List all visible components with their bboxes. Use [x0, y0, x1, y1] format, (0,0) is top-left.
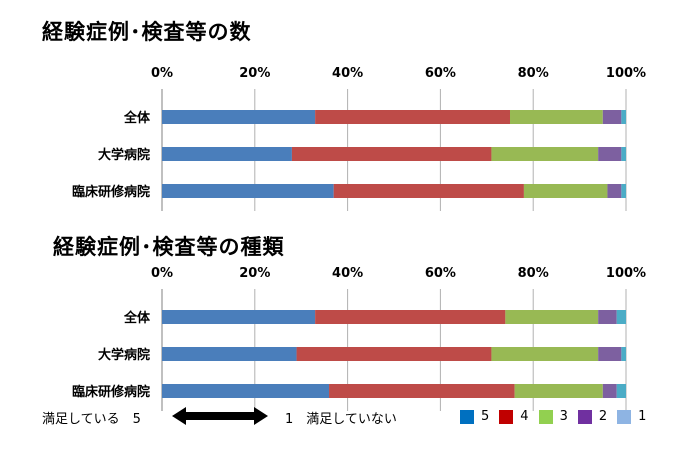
bar-segment-1	[616, 310, 626, 324]
chart-legend: 5 4 3 2 1	[460, 409, 656, 424]
footer: 満足している 5 1 満足していない 5 4 3 2 1	[0, 405, 683, 435]
x-tick-label: 40%	[332, 266, 363, 281]
bar-segment-1	[616, 384, 626, 398]
bar-segment-5	[162, 347, 297, 361]
legend-label: 2	[598, 409, 608, 424]
legend-item: 5	[460, 409, 489, 424]
bar-segment-4	[291, 147, 492, 161]
legend-swatch	[460, 409, 474, 424]
category-label: 全体	[123, 110, 151, 126]
chart-title-types: 経験症例･検査等の種類	[53, 235, 285, 259]
bar-segment-2	[598, 147, 622, 161]
bar-segment-3	[510, 110, 603, 124]
bar-segment-3	[491, 147, 599, 161]
bar-segment-5	[162, 110, 316, 124]
category-label: 全体	[123, 310, 151, 326]
bar-segment-4	[333, 184, 524, 198]
bar-segment-1	[621, 110, 626, 124]
legend-item: 4	[499, 409, 529, 424]
legend-swatch	[499, 409, 514, 424]
bar-segment-2	[598, 310, 617, 324]
legend-swatch	[538, 409, 553, 424]
bar-segment-2	[602, 384, 617, 398]
bar-segment-2	[598, 347, 622, 361]
legend-item: 3	[538, 409, 568, 424]
legend-label: 3	[559, 409, 568, 424]
x-tick-label: 60%	[425, 266, 456, 281]
legend-item: 2	[577, 409, 608, 424]
bar-segment-2	[607, 184, 622, 198]
scale-note-right: 1 満足していない	[285, 412, 397, 427]
bar-segment-2	[602, 110, 622, 124]
bar-segment-5	[162, 184, 334, 198]
x-tick-label: 80%	[518, 266, 549, 281]
x-tick-label: 40%	[332, 66, 363, 81]
legend-label: 5	[481, 409, 490, 424]
category-label: 臨床研修病院	[72, 384, 150, 400]
bar-segment-1	[621, 184, 626, 198]
x-tick-label: 80%	[518, 66, 549, 81]
bar-segment-3	[514, 384, 603, 398]
x-tick-label: 100%	[606, 266, 646, 281]
bar-segment-1	[621, 347, 626, 361]
x-tick-label: 0%	[151, 66, 173, 81]
legend-item: 1	[617, 409, 646, 424]
category-label: 大学病院	[98, 147, 150, 163]
bar-segment-4	[296, 347, 492, 361]
x-tick-label: 20%	[239, 66, 270, 81]
category-label: 大学病院	[98, 347, 150, 363]
bar-segment-1	[621, 147, 626, 161]
bar-segment-3	[491, 347, 599, 361]
bar-segment-3	[505, 310, 599, 324]
x-tick-label: 20%	[239, 266, 270, 281]
legend-label: 4	[520, 409, 529, 424]
bar-segment-3	[523, 184, 608, 198]
bar-segment-4	[315, 310, 506, 324]
bar-segment-5	[162, 310, 316, 324]
x-tick-label: 0%	[151, 266, 173, 281]
chart-title-count: 経験症例･検査等の数	[42, 20, 252, 44]
legend-label: 1	[638, 409, 647, 424]
scale-note-left: 満足している 5	[42, 412, 141, 427]
bar-segment-5	[162, 147, 292, 161]
legend-swatch	[577, 409, 592, 424]
bar-segment-4	[329, 384, 515, 398]
legend-swatch	[617, 409, 632, 424]
double-arrow-icon	[172, 407, 268, 425]
bar-segment-5	[162, 384, 330, 398]
bar-segment-4	[315, 110, 510, 124]
category-label: 臨床研修病院	[72, 184, 150, 200]
x-tick-label: 60%	[425, 66, 456, 81]
x-tick-label: 100%	[606, 66, 646, 81]
